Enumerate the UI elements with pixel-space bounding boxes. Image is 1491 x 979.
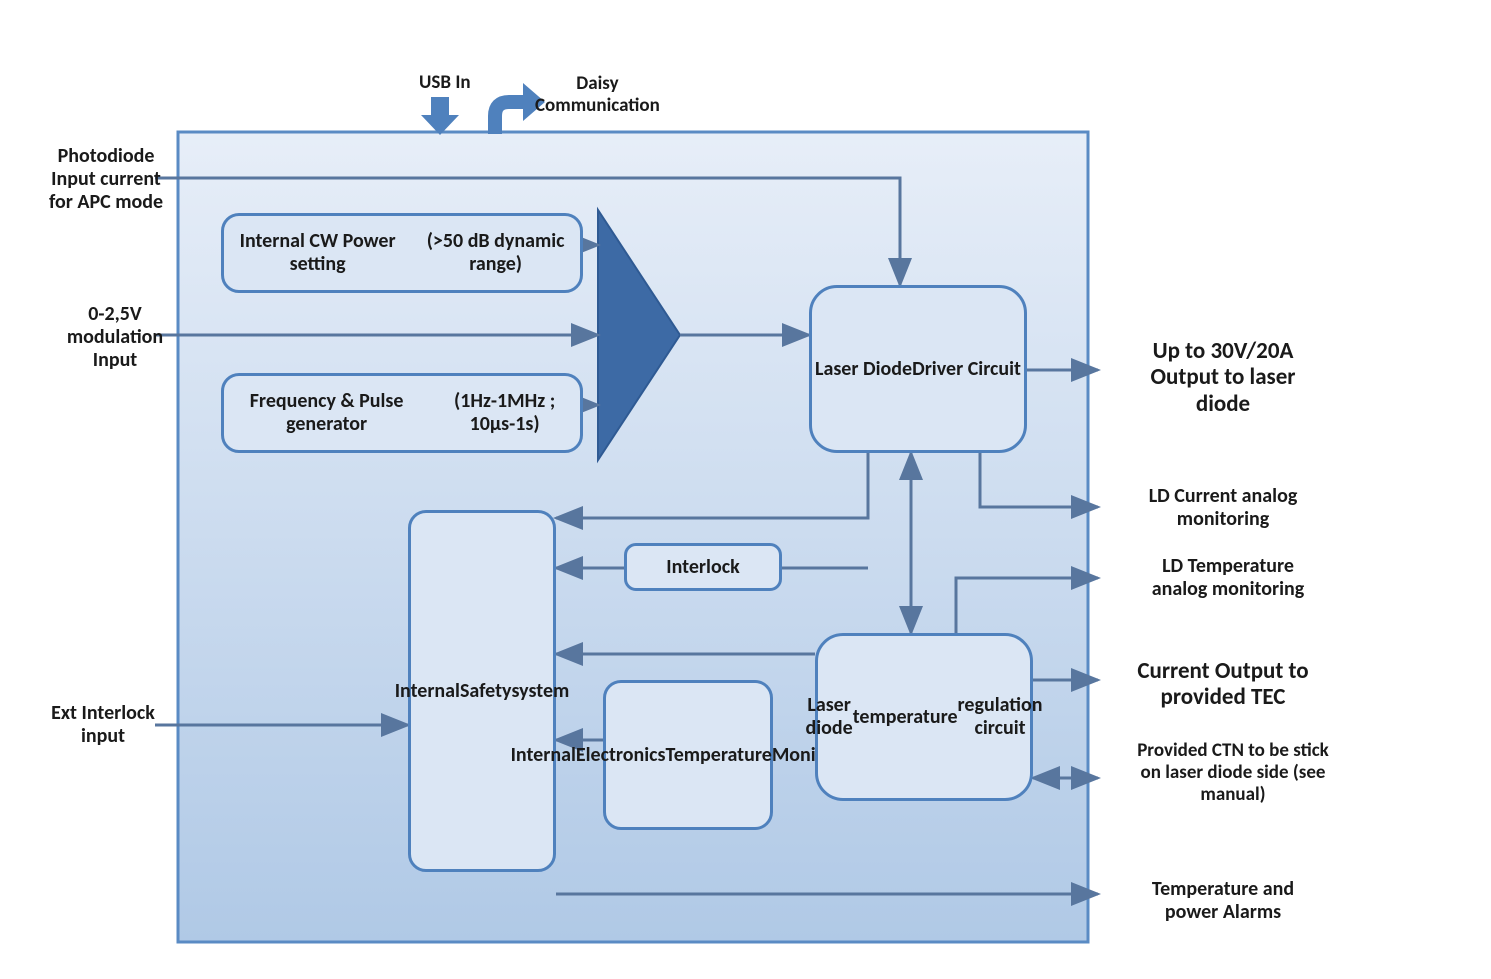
- usb-in-icon: [421, 97, 459, 135]
- internal-electronics-temp-block: InternalElectronicsTemperatureMonitoring: [603, 680, 773, 830]
- alarms-label: Temperature andpower Alarms: [1108, 878, 1338, 924]
- ext-interlock-label: Ext Interlockinput: [38, 702, 168, 748]
- modulation-input-label: 0-2,5VmodulationInput: [60, 303, 170, 372]
- connector-arrow: [956, 578, 1098, 633]
- output-30v20a-label: Up to 30V/20AOutput to laserdiode: [1108, 338, 1338, 417]
- interlock-block: Interlock: [624, 543, 782, 591]
- cw-power-block: Internal CW Power setting(>50 dB dynamic…: [221, 213, 583, 293]
- usb-in-label: USB In: [419, 72, 471, 94]
- ctn-label: Provided CTN to be stickon laser diode s…: [1108, 740, 1358, 806]
- connector-arrow: [980, 453, 1098, 507]
- safety-system-block: InternalSafetysystem: [408, 510, 556, 872]
- laser-driver-block: Laser DiodeDriver Circuit: [809, 285, 1027, 453]
- temp-regulation-block: Laser diodetemperatureregulation circuit: [815, 633, 1033, 801]
- ld-current-monitor-label: LD Current analogmonitoring: [1108, 485, 1338, 531]
- summing-triangle: [598, 210, 680, 460]
- apc-input-label: PhotodiodeInput currentfor APC mode: [36, 145, 176, 214]
- ld-temp-monitor-label: LD Temperatureanalog monitoring: [1108, 555, 1348, 601]
- connector-arrow: [556, 453, 868, 518]
- tec-output-label: Current Output toprovided TEC: [1108, 658, 1338, 711]
- freq-pulse-block: Frequency & Pulse generator(1Hz-1MHz ; 1…: [221, 373, 583, 453]
- daisy-comm-label: DaisyCommunication: [535, 73, 660, 117]
